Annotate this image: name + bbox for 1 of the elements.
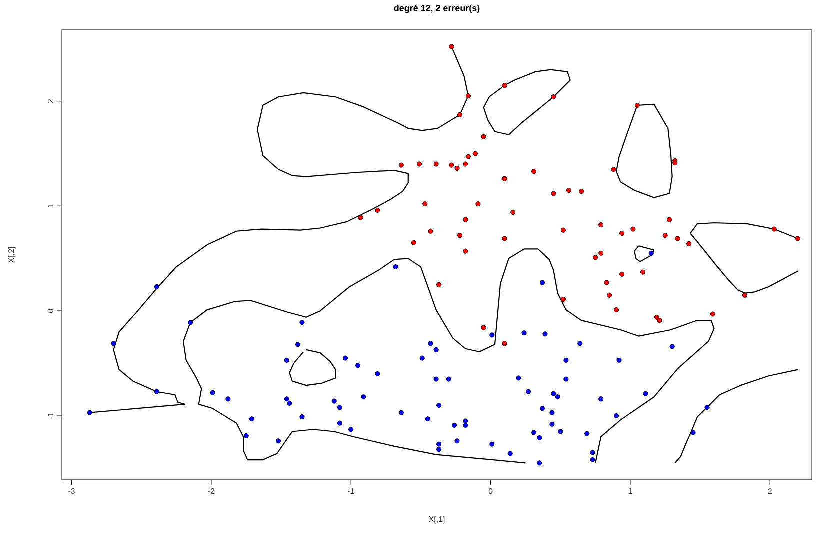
chart-title: degré 12, 2 erreur(s) — [394, 4, 480, 14]
